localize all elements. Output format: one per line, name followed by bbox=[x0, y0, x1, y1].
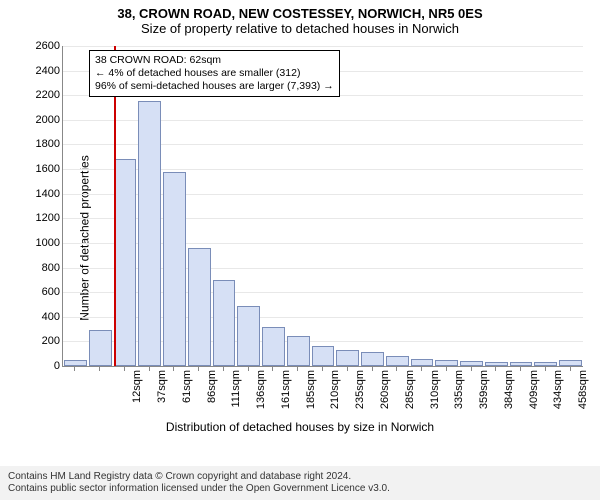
y-tick-label: 200 bbox=[32, 335, 60, 347]
page-subtitle: Size of property relative to detached ho… bbox=[0, 21, 600, 40]
histogram-bar bbox=[411, 359, 434, 366]
y-tick-label: 600 bbox=[32, 286, 60, 298]
y-tick-label: 2600 bbox=[32, 40, 60, 52]
histogram-bar bbox=[89, 330, 112, 366]
histogram-bar bbox=[386, 356, 409, 366]
gridline bbox=[63, 46, 583, 47]
y-tick-label: 1600 bbox=[32, 163, 60, 175]
y-tick-label: 2400 bbox=[32, 65, 60, 77]
y-tick-label: 1000 bbox=[32, 237, 60, 249]
x-tick-mark bbox=[421, 366, 422, 371]
x-tick-mark bbox=[372, 366, 373, 371]
histogram-bar bbox=[237, 306, 260, 366]
x-tick-mark bbox=[248, 366, 249, 371]
x-tick-mark bbox=[396, 366, 397, 371]
histogram-bar bbox=[213, 280, 236, 366]
footer-line-1: Contains HM Land Registry data © Crown c… bbox=[8, 471, 592, 483]
footer-line-2: Contains public sector information licen… bbox=[8, 483, 592, 495]
x-tick-mark bbox=[198, 366, 199, 371]
annotation-line-1: 38 CROWN ROAD: 62sqm bbox=[95, 54, 334, 67]
y-tick-label: 1800 bbox=[32, 138, 60, 150]
x-tick-mark bbox=[446, 366, 447, 371]
x-tick-mark bbox=[322, 366, 323, 371]
x-tick-mark bbox=[223, 366, 224, 371]
annotation-line-3: 96% of semi-detached houses are larger (… bbox=[95, 80, 334, 93]
histogram-bar bbox=[262, 327, 285, 366]
x-tick-mark bbox=[520, 366, 521, 371]
histogram-bar bbox=[163, 172, 186, 366]
y-tick-label: 1400 bbox=[32, 188, 60, 200]
page-title: 38, CROWN ROAD, NEW COSTESSEY, NORWICH, … bbox=[0, 0, 600, 21]
annotation-box: 38 CROWN ROAD: 62sqm ← 4% of detached ho… bbox=[89, 50, 340, 97]
y-tick-label: 0 bbox=[32, 360, 60, 372]
x-tick-mark bbox=[173, 366, 174, 371]
chart-container: Number of detached properties 0200400600… bbox=[0, 40, 600, 435]
x-axis-label: Distribution of detached houses by size … bbox=[0, 420, 600, 434]
x-tick-mark bbox=[297, 366, 298, 371]
x-tick-mark bbox=[471, 366, 472, 371]
histogram-bar bbox=[188, 248, 211, 366]
x-tick-mark bbox=[99, 366, 100, 371]
y-tick-label: 800 bbox=[32, 262, 60, 274]
y-tick-label: 1200 bbox=[32, 212, 60, 224]
histogram-bar bbox=[287, 336, 310, 366]
x-tick-mark bbox=[570, 366, 571, 371]
y-tick-label: 2000 bbox=[32, 114, 60, 126]
x-tick-mark bbox=[149, 366, 150, 371]
x-tick-mark bbox=[545, 366, 546, 371]
histogram-bar bbox=[312, 346, 335, 366]
histogram-bar bbox=[361, 352, 384, 366]
x-tick-mark bbox=[124, 366, 125, 371]
histogram-bar bbox=[336, 350, 359, 366]
y-tick-label: 400 bbox=[32, 311, 60, 323]
histogram-bar bbox=[138, 101, 161, 366]
histogram-bar bbox=[114, 159, 137, 366]
x-tick-mark bbox=[347, 366, 348, 371]
annotation-line-2: ← 4% of detached houses are smaller (312… bbox=[95, 67, 334, 80]
y-tick-label: 2200 bbox=[32, 89, 60, 101]
footer-attribution: Contains HM Land Registry data © Crown c… bbox=[0, 466, 600, 500]
x-tick-mark bbox=[74, 366, 75, 371]
x-tick-mark bbox=[495, 366, 496, 371]
x-tick-mark bbox=[272, 366, 273, 371]
plot-area: 38 CROWN ROAD: 62sqm ← 4% of detached ho… bbox=[62, 46, 583, 367]
